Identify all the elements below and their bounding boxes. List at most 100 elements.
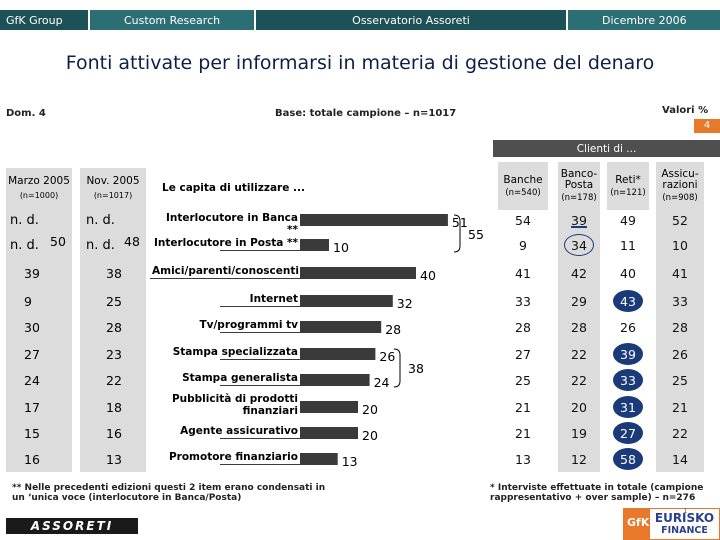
history-col1-n: (n=1000) bbox=[19, 191, 59, 200]
history-value: 27 bbox=[24, 347, 40, 362]
category-label: Stampa specializzata bbox=[150, 346, 300, 359]
column-header-n: (n=908) bbox=[662, 193, 698, 204]
eurisko-text: EURISKO bbox=[654, 511, 715, 525]
history-value: n. d. bbox=[10, 238, 39, 253]
table-cell: 58 bbox=[620, 452, 636, 467]
table-cell: 10 bbox=[672, 238, 688, 253]
column-header-n: (n=540) bbox=[505, 187, 541, 198]
history-merged-2: 48 bbox=[124, 234, 140, 249]
group-bracket bbox=[393, 348, 401, 388]
history-col2-bg bbox=[80, 168, 146, 472]
history-col2-n: (n=1017) bbox=[93, 191, 133, 200]
history-value: 16 bbox=[24, 452, 40, 467]
table-cell: 29 bbox=[571, 294, 587, 309]
bar-value-label: 20 bbox=[362, 402, 378, 417]
group-total-label: 38 bbox=[408, 361, 424, 376]
category-label: Pubblicità di prodotti finanziari bbox=[150, 393, 300, 418]
bar-value-label: 28 bbox=[385, 322, 402, 337]
column-bg bbox=[656, 210, 704, 472]
history-value: 22 bbox=[106, 373, 122, 388]
history-value: n. d. bbox=[86, 238, 115, 253]
header-survey: Osservatorio Assoreti bbox=[256, 10, 566, 30]
table-cell: 33 bbox=[672, 294, 688, 309]
bar-value-label: 51 bbox=[451, 215, 468, 230]
bar-value-label: 24 bbox=[373, 375, 390, 390]
history-value: 24 bbox=[24, 373, 40, 388]
history-col2-label: Nov. 2005 bbox=[86, 175, 140, 187]
history-value: 28 bbox=[106, 320, 122, 335]
history-value: 16 bbox=[106, 426, 122, 441]
history-value: n. d. bbox=[10, 213, 39, 228]
table-cell: 34 bbox=[571, 238, 587, 253]
history-col1-header: Marzo 2005 (n=1000) bbox=[6, 175, 72, 200]
table-cell: 42 bbox=[571, 266, 587, 281]
header-section: Custom Research bbox=[90, 10, 254, 30]
table-cell: 26 bbox=[672, 347, 688, 362]
note-left: ** Nelle precedenti edizioni questi 2 it… bbox=[12, 483, 326, 504]
table-cell: 25 bbox=[672, 373, 688, 388]
bar-value-label: 26 bbox=[379, 349, 396, 364]
history-value: 15 bbox=[24, 426, 40, 441]
table-cell: 33 bbox=[515, 294, 531, 309]
table-cell: 27 bbox=[620, 426, 636, 441]
table-cell: 31 bbox=[620, 400, 636, 415]
table-cell: 25 bbox=[515, 373, 531, 388]
table-cell: 22 bbox=[571, 373, 587, 388]
history-value: 23 bbox=[106, 347, 122, 362]
header-brand: GfK Group bbox=[0, 10, 88, 30]
column-header-name: Assicu-razioni bbox=[661, 168, 699, 192]
table-cell: 21 bbox=[515, 400, 531, 415]
table-cell: 33 bbox=[620, 373, 636, 388]
table-cell: 39 bbox=[620, 347, 636, 362]
history-value: 38 bbox=[106, 266, 122, 281]
history-value: 25 bbox=[106, 294, 122, 309]
assoreti-logo: ASSORETI bbox=[6, 518, 138, 534]
table-cell: 39 bbox=[571, 213, 587, 228]
table-cell: 13 bbox=[515, 452, 531, 467]
column-header: Banco-Posta (n=178) bbox=[558, 162, 600, 210]
table-cell: 52 bbox=[672, 213, 688, 228]
category-label: Internet bbox=[150, 293, 300, 306]
column-header-n: (n=121) bbox=[610, 187, 646, 198]
history-col2-header: Nov. 2005 (n=1017) bbox=[80, 175, 146, 200]
table-cell: 40 bbox=[620, 266, 636, 281]
category-label: Stampa generalista bbox=[150, 372, 300, 385]
table-cell: 49 bbox=[620, 213, 636, 228]
table-cell: 26 bbox=[620, 320, 636, 335]
group-total-label: 55 bbox=[468, 226, 484, 242]
table-cell: 54 bbox=[515, 213, 531, 228]
history-col1-bg bbox=[6, 168, 72, 472]
table-cell: 19 bbox=[571, 426, 587, 441]
category-label: Tv/programmi tv bbox=[150, 319, 300, 332]
page-title: Fonti attivate per informarsi in materia… bbox=[65, 52, 655, 74]
highlight-circle bbox=[613, 369, 643, 391]
gfk-eurisko-logo: GfK EURISKO FINANCE bbox=[623, 508, 720, 540]
column-header: Assicu-razioni (n=908) bbox=[656, 162, 704, 210]
finance-text: FINANCE bbox=[661, 525, 708, 536]
clients-header: Clienti di ... bbox=[493, 140, 720, 157]
highlight-circle bbox=[613, 290, 643, 312]
category-label: Interlocutore in Posta ** bbox=[150, 237, 300, 250]
table-cell: 21 bbox=[672, 400, 688, 415]
column-header: Banche (n=540) bbox=[498, 162, 548, 210]
column-header-name: Reti* bbox=[615, 173, 641, 186]
table-cell: 14 bbox=[672, 452, 688, 467]
page-marker: 1 bbox=[683, 507, 688, 515]
header-date: Dicembre 2006 bbox=[568, 10, 720, 30]
bar-value-label: 13 bbox=[341, 454, 358, 469]
history-value: 17 bbox=[24, 400, 40, 415]
highlight-circle bbox=[613, 448, 643, 470]
history-value: 9 bbox=[24, 294, 32, 309]
question-number: Dom. 4 bbox=[6, 108, 46, 119]
column-header: Reti* (n=121) bbox=[607, 162, 649, 210]
table-cell: 20 bbox=[571, 400, 587, 415]
table-cell: 11 bbox=[620, 238, 636, 253]
table-cell: 41 bbox=[515, 266, 531, 281]
category-label: Promotore finanziario bbox=[150, 451, 300, 464]
category-label: Amici/parenti/conoscenti bbox=[150, 265, 300, 278]
table-cell: 21 bbox=[515, 426, 531, 441]
highlight-circle bbox=[564, 234, 594, 256]
question-text: Le capita di utilizzare ... bbox=[162, 182, 305, 194]
table-cell: 41 bbox=[672, 266, 688, 281]
table-cell: 43 bbox=[620, 294, 636, 309]
